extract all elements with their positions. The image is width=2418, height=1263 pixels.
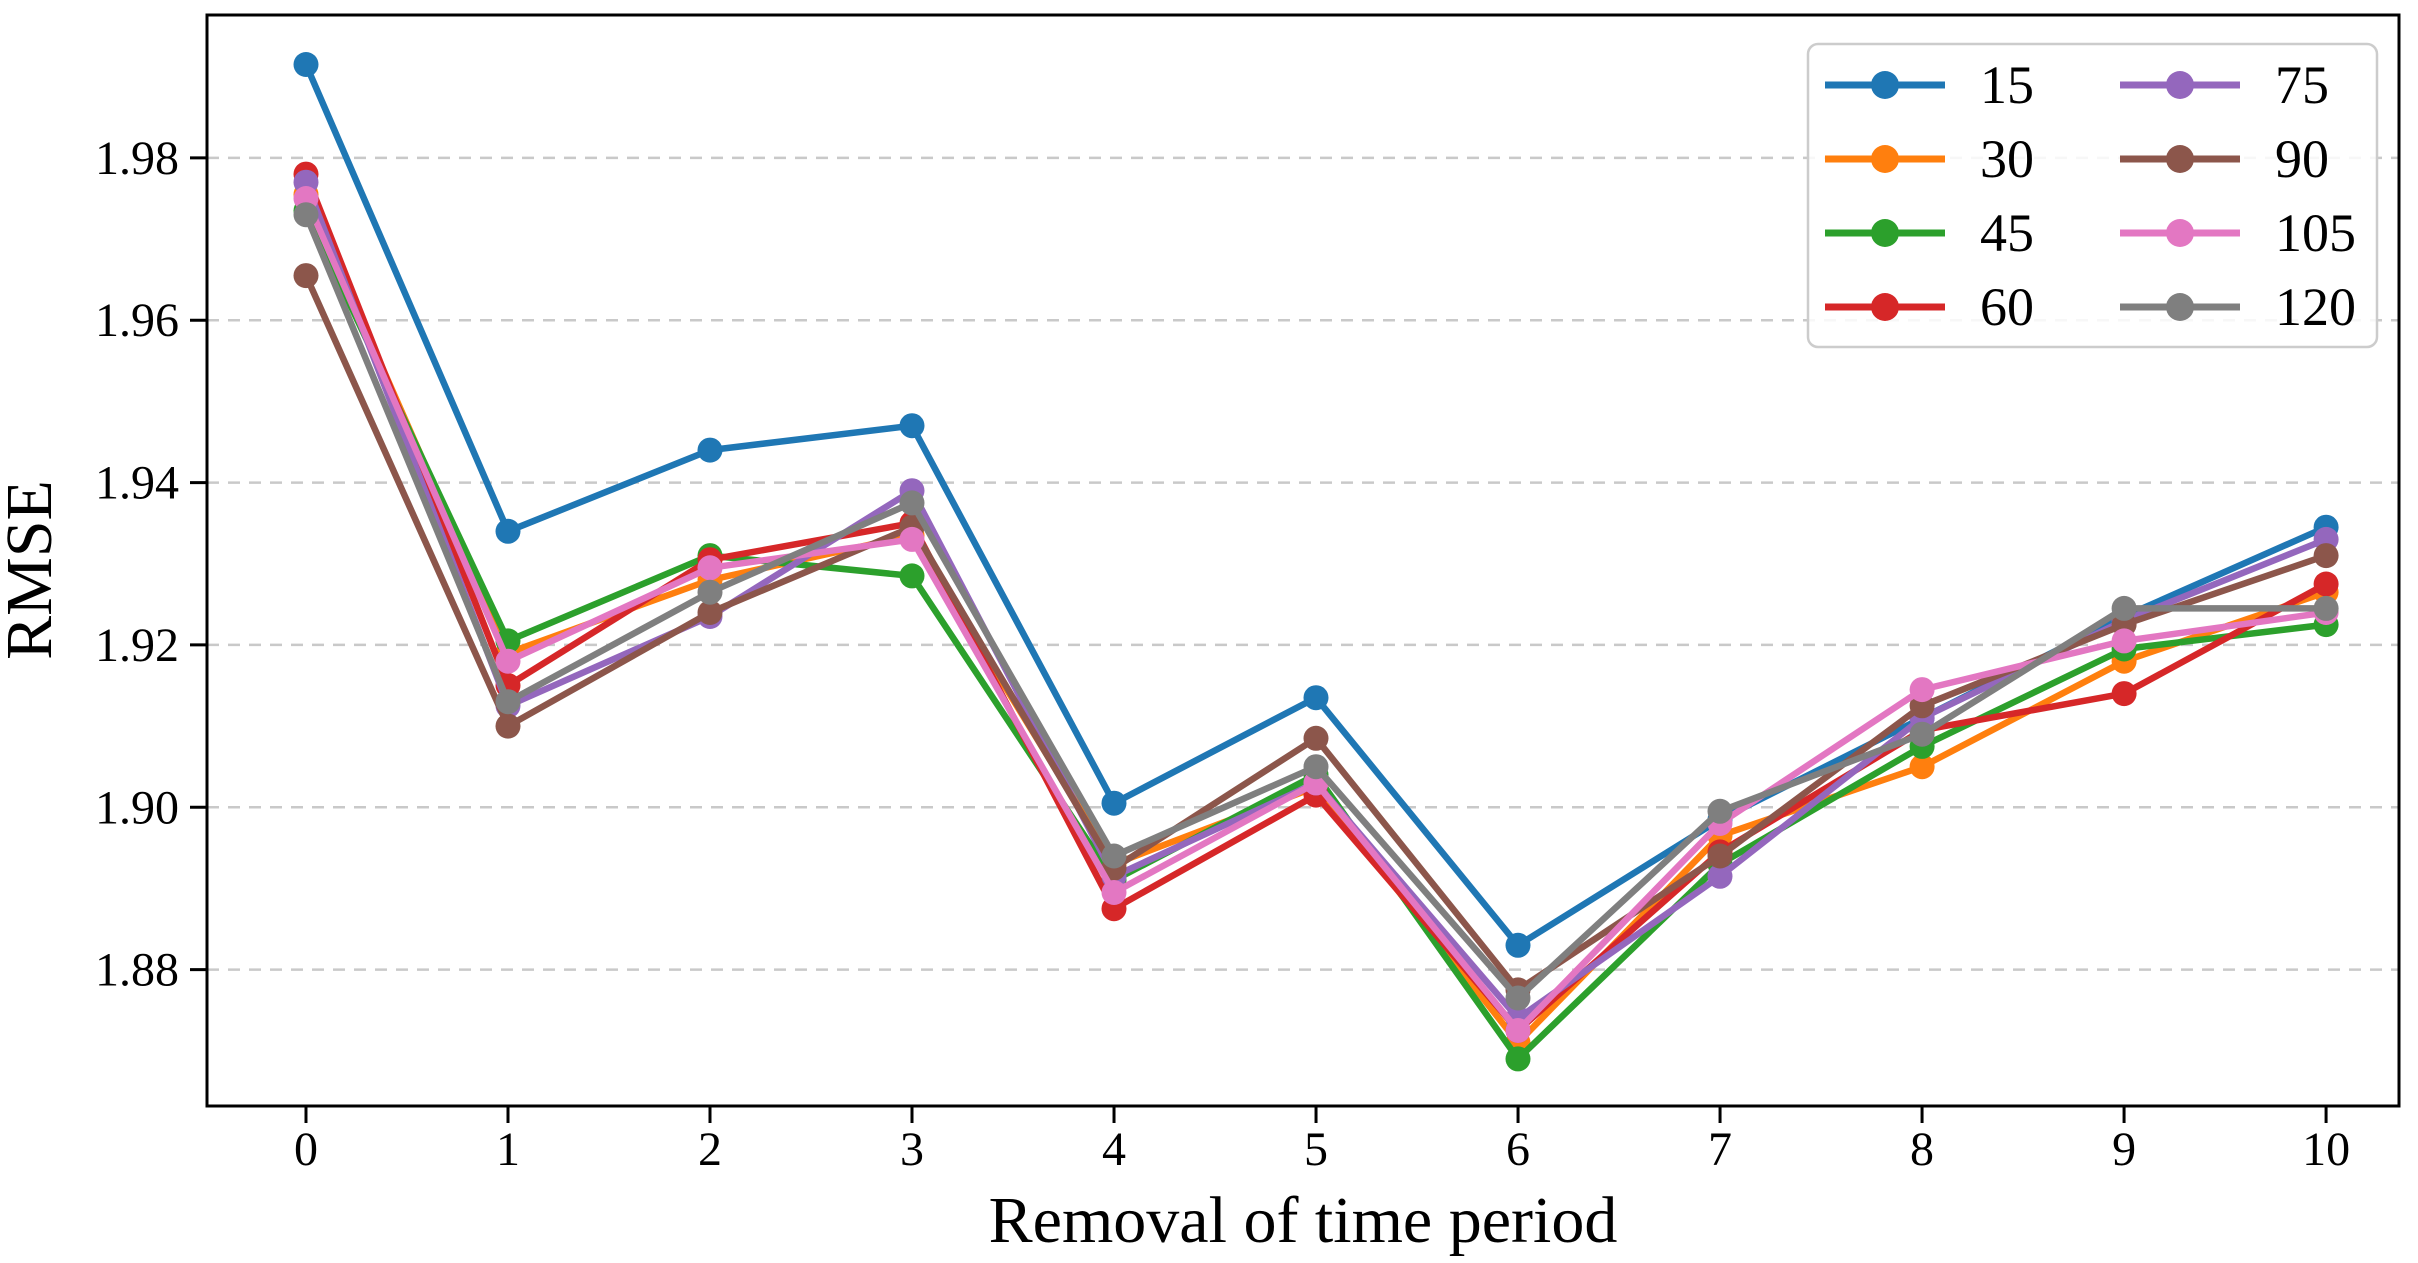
legend-label-105: 105	[2275, 203, 2356, 263]
series-marker-30-x8	[1909, 754, 1935, 780]
series-marker-105-x2	[697, 555, 723, 581]
legend-label-60: 60	[1980, 277, 2034, 337]
series-marker-120-x0	[293, 202, 319, 228]
legend-item-75: 75	[2120, 55, 2329, 115]
legend-item-30: 30	[1825, 129, 2034, 189]
legend: 15 30 45 60 75 90 105 120	[1806, 42, 2379, 349]
series-marker-75-x7	[1707, 863, 1733, 889]
series-marker-120-x1	[495, 689, 521, 715]
series-marker-15-x0	[293, 52, 319, 77]
series-marker-120-x5	[1303, 754, 1329, 780]
x-tick-label-7: 7	[1708, 1123, 1732, 1176]
series-marker-90-x10	[2313, 543, 2339, 569]
series-marker-15-x2	[697, 437, 723, 463]
x-tick-label-5: 5	[1304, 1123, 1328, 1176]
series-marker-105-x8	[1909, 677, 1935, 703]
series-marker-15-x3	[899, 413, 925, 439]
legend-label-45: 45	[1980, 203, 2034, 263]
plot-frame	[205, 13, 2401, 1108]
legend-item-90: 90	[2120, 129, 2329, 189]
series-marker-120-x3	[899, 490, 925, 516]
series-line-90	[302, 272, 2330, 994]
legend-box	[1806, 42, 2379, 349]
legend-label-75: 75	[2275, 55, 2329, 115]
legend-label-30: 30	[1980, 129, 2034, 189]
legend-item-120: 120	[2120, 277, 2356, 337]
legend-marker-dot-120	[2166, 293, 2194, 321]
series-marker-60-x9	[2111, 681, 2137, 707]
series-marker-105-x3	[899, 526, 925, 552]
series-marker-120-x6	[1505, 985, 1531, 1011]
y-axis-title: RMSE	[0, 480, 66, 660]
series-marker-105-x1	[495, 648, 521, 674]
x-tick-label-6: 6	[1506, 1123, 1530, 1176]
x-tick-label-4: 4	[1102, 1123, 1126, 1176]
y-tick-label-1.90: 1.90	[95, 781, 179, 834]
y-tick-label-1.88: 1.88	[95, 944, 179, 997]
legend-label-90: 90	[2275, 129, 2329, 189]
x-tick-label-8: 8	[1910, 1123, 1934, 1176]
series-marker-120-x8	[1909, 721, 1935, 747]
legend-marker-dot-90	[2166, 145, 2194, 173]
series-marker-45-x3	[899, 563, 925, 589]
series-marker-60-x10	[2313, 571, 2339, 597]
legend-marker-dot-75	[2166, 71, 2194, 99]
series-marker-90-x5	[1303, 725, 1329, 751]
series-marker-120-x9	[2111, 595, 2137, 621]
series-marker-15-x5	[1303, 685, 1329, 711]
series-marker-120-x7	[1707, 798, 1733, 824]
legend-item-105: 105	[2120, 203, 2356, 263]
x-tick-label-0: 0	[294, 1123, 318, 1176]
legend-marker-dot-60	[1871, 293, 1899, 321]
series-marker-105-x6	[1505, 1018, 1531, 1043]
legend-marker-dot-15	[1871, 71, 1899, 99]
series-marker-15-x6	[1505, 932, 1531, 958]
series-marker-90-x1	[495, 713, 521, 739]
series-marker-105-x9	[2111, 628, 2137, 654]
x-tick-label-9: 9	[2112, 1123, 2136, 1176]
y-tick-label-1.94: 1.94	[95, 457, 179, 510]
legend-item-45: 45	[1825, 203, 2034, 263]
series-marker-15-x4	[1101, 790, 1127, 816]
legend-marker-dot-45	[1871, 219, 1899, 247]
x-tick-label-3: 3	[900, 1123, 924, 1176]
legend-item-60: 60	[1825, 277, 2034, 337]
series-marker-90-x7	[1707, 843, 1733, 869]
legend-label-120: 120	[2275, 277, 2356, 337]
series-marker-120-x10	[2313, 595, 2339, 621]
series-marker-90-x2	[697, 600, 723, 625]
series-marker-45-x6	[1505, 1046, 1531, 1072]
series-marker-90-x0	[293, 263, 319, 289]
x-tick-label-1: 1	[496, 1123, 520, 1176]
legend-label-15: 15	[1980, 55, 2034, 115]
x-tick-label-10: 10	[2302, 1123, 2350, 1176]
x-tick-label-2: 2	[698, 1123, 722, 1176]
legend-item-15: 15	[1825, 55, 2034, 115]
x-axis-title: Removal of time period	[989, 1184, 1618, 1257]
y-tick-label-1.98: 1.98	[95, 132, 179, 185]
series-marker-120-x2	[697, 579, 723, 605]
series-marker-120-x4	[1101, 843, 1127, 869]
series-marker-15-x1	[495, 518, 521, 544]
legend-marker-dot-30	[1871, 145, 1899, 173]
y-tick-label-1.92: 1.92	[95, 619, 179, 672]
series-marker-105-x4	[1101, 880, 1127, 905]
y-tick-label-1.96: 1.96	[95, 294, 179, 347]
legend-marker-dot-105	[2166, 219, 2194, 247]
